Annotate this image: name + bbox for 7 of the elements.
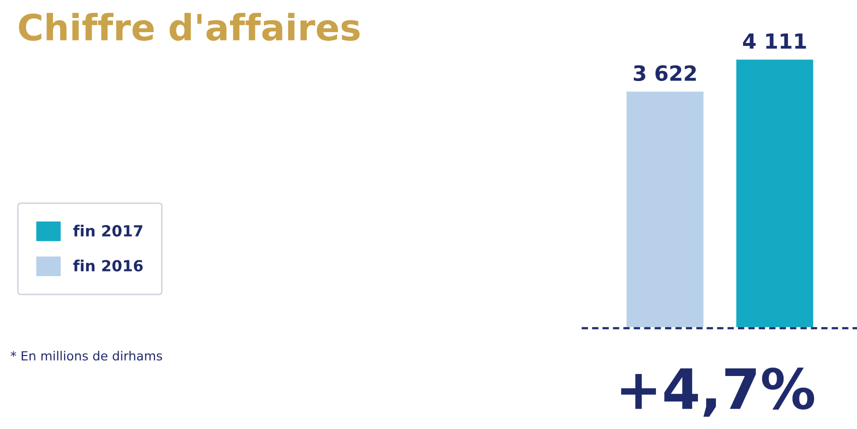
data-label: 3 622 [634,65,696,82]
legend-label: fin 2016 [73,260,143,272]
text: Chiffre d'affaires [18,12,360,41]
legend-label: fin 2017 [73,224,142,237]
data-label: 4 111 [743,33,806,49]
text: * En millions de dirhams [10,350,162,361]
text: +4,7% [621,368,814,417]
